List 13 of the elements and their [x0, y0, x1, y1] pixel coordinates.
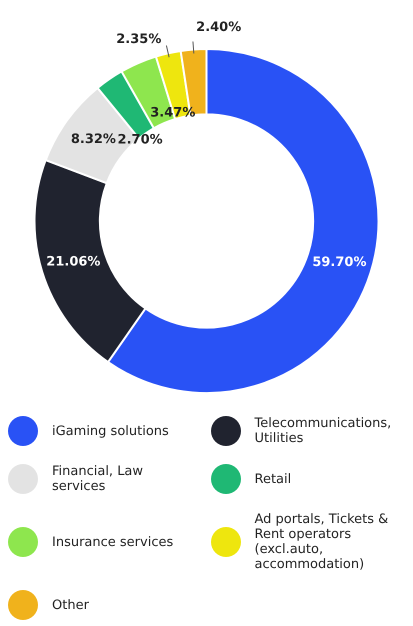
legend-label: Telecommunications, Utilities: [254, 416, 392, 446]
data-label: 2.40%: [196, 20, 242, 35]
legend-label: Retail: [254, 472, 292, 486]
data-label: 2.70%: [118, 132, 163, 148]
data-label: 2.35%: [116, 32, 162, 47]
legend-label: iGaming solutions: [52, 424, 169, 438]
legend-label: Ad portals, Tickets & Rent operators (excl.auto, accommodation): [254, 512, 390, 572]
data-label: 21.06%: [46, 254, 100, 270]
data-label: 8.32%: [70, 132, 116, 148]
data-label: 59.70%: [312, 255, 366, 270]
legend-label: Other: [52, 598, 89, 612]
legend-label: Financial, Law services: [52, 464, 144, 494]
legend-label: Insurance services: [52, 534, 174, 550]
